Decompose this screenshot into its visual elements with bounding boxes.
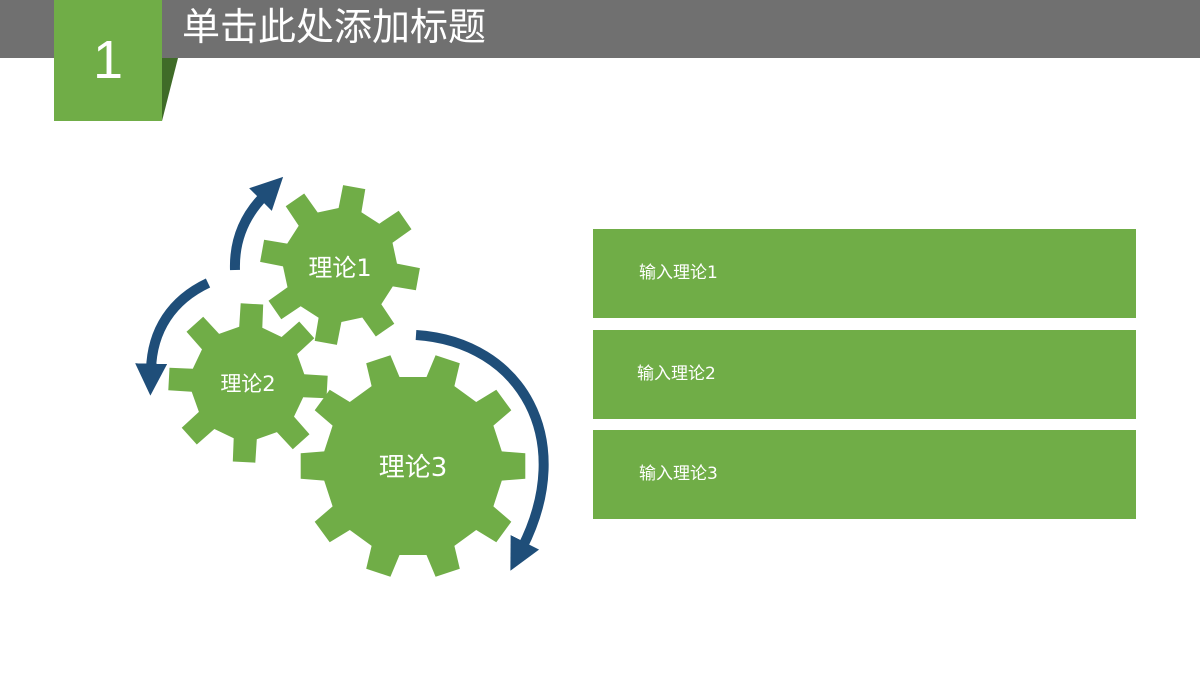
slide-number-badge: 1 <box>54 0 162 121</box>
number-badge-shadow <box>160 58 178 121</box>
gear-label-1: 理论1 <box>308 254 371 282</box>
gear-label-3: 理论3 <box>379 453 448 483</box>
theory-panel-1[interactable]: 输入理论1 <box>593 229 1136 318</box>
gear-icon <box>300 355 526 577</box>
curved-arrow-icon <box>135 278 211 396</box>
curved-arrow-icon <box>415 330 549 571</box>
theory-panel-text: 输入理论2 <box>637 364 716 384</box>
gear-diagram: 理论1 理论2 理论3 <box>135 176 549 577</box>
slide-title[interactable]: 单击此处添加标题 <box>182 5 487 49</box>
curved-arrow-icon <box>229 176 284 271</box>
gear-shape <box>260 185 420 345</box>
theory-panel-2[interactable]: 输入理论2 <box>593 330 1136 419</box>
gear-shape <box>300 355 526 577</box>
gear-shape <box>168 303 328 463</box>
theory-panel-text: 输入理论1 <box>639 263 718 283</box>
title-bar <box>0 0 1200 58</box>
slide-number: 1 <box>92 30 124 90</box>
gear-icon <box>168 303 328 463</box>
theory-panel-3[interactable]: 输入理论3 <box>593 430 1136 519</box>
theory-panel-text: 输入理论3 <box>639 464 718 484</box>
gear-label-2: 理论2 <box>220 372 275 396</box>
gear-icon <box>260 185 420 345</box>
